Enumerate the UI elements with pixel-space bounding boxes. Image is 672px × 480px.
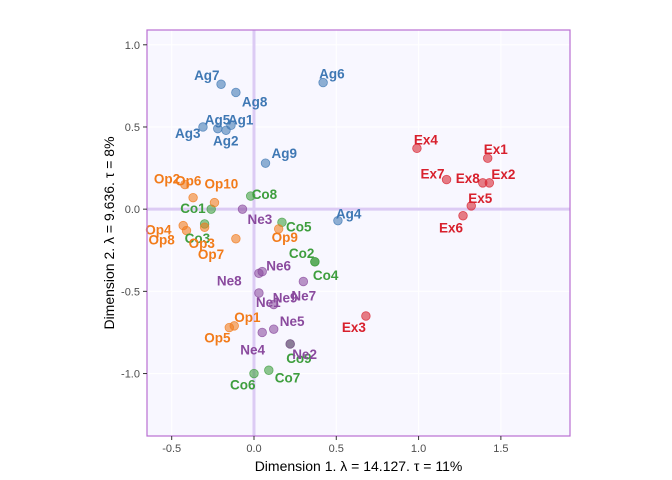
point-label-co3: Co3	[185, 231, 211, 246]
plot-panel	[147, 30, 570, 436]
point-label-ag3: Ag3	[175, 126, 201, 141]
point-label-ag8: Ag8	[242, 94, 268, 109]
point-label-co4: Co4	[313, 268, 339, 283]
point-label-op5: Op5	[204, 331, 231, 346]
point-op2	[180, 179, 190, 190]
y-axis: -1.0 -0.5 0.0 0.5 1.0	[121, 40, 147, 381]
point-ne8	[254, 268, 264, 278]
point-label-co8: Co8	[252, 187, 278, 202]
x-tick-label-3: 1.0	[411, 443, 426, 455]
reference-lines	[147, 30, 570, 436]
y-tick-label-0: -1.0	[121, 369, 140, 381]
x-tick-label-2: 0.5	[329, 443, 344, 455]
point-ag9	[260, 158, 271, 168]
point-co6	[249, 368, 259, 379]
point-label-co9: Co9	[286, 351, 312, 366]
point-ex7	[441, 174, 452, 185]
point-label-op9: Op9	[272, 230, 298, 245]
point-ag6	[318, 77, 328, 88]
point-label-ag4: Ag4	[336, 207, 362, 222]
point-label-ex2: Ex2	[491, 167, 515, 182]
point-co4	[310, 257, 320, 267]
point-label-co2: Co2	[289, 246, 315, 261]
point-label-co6: Co6	[230, 378, 256, 393]
point-co8	[245, 191, 256, 201]
point-label-op8: Op8	[149, 233, 176, 248]
point-label-ex5: Ex5	[468, 191, 493, 206]
point-ex8	[478, 178, 488, 188]
point-label-ex6: Ex6	[439, 221, 464, 236]
point-label-ag6: Ag6	[319, 67, 345, 82]
point-label-ag1: Ag1	[228, 112, 254, 127]
data-points	[178, 77, 495, 379]
point-op8	[181, 225, 192, 236]
point-op7	[231, 234, 241, 244]
point-label-op4: Op4	[145, 223, 172, 238]
point-label-co7: Co7	[275, 370, 301, 385]
point-ne4	[257, 327, 267, 338]
y-tick-label-2: 0.0	[125, 204, 140, 216]
point-label-ag2: Ag2	[213, 133, 239, 148]
point-label-op6: Op6	[175, 174, 202, 189]
y-tick-label-1: -0.5	[121, 286, 140, 298]
point-ag7	[216, 79, 226, 89]
point-ne1	[254, 288, 264, 298]
point-ne3	[237, 204, 248, 214]
point-label-ne9: Ne9	[273, 291, 298, 306]
point-label-op3: Op3	[189, 236, 216, 251]
y-tick-label-3: 0.5	[125, 122, 140, 134]
point-label-ne2: Ne2	[292, 347, 317, 362]
point-ag5	[213, 123, 223, 134]
point-ag3	[198, 122, 208, 132]
point-label-ne1: Ne1	[256, 295, 281, 310]
x-tick-label-0: -0.5	[162, 443, 181, 455]
point-label-ag9: Ag9	[272, 146, 298, 161]
point-label-ne3: Ne3	[247, 212, 272, 227]
point-label-ag7: Ag7	[194, 68, 220, 83]
point-label-ex7: Ex7	[421, 167, 445, 182]
point-ex5	[466, 201, 476, 211]
point-ex3	[361, 311, 371, 321]
point-label-ex1: Ex1	[484, 142, 509, 157]
point-label-ne8: Ne8	[217, 273, 242, 288]
point-ag8	[231, 87, 241, 98]
point-labels: Ag1 Ag2 Ag3 Ag4 Ag5 Ag6 Ag7 Ag8 Ag9 Co1 Co2 Co3 Co4 C…	[145, 67, 515, 393]
x-tick-label-4: 1.5	[493, 443, 508, 455]
x-axis: -0.5 0.0 0.5 1.0 1.5	[162, 436, 509, 455]
point-label-ag5: Ag5	[205, 113, 231, 128]
point-label-ex3: Ex3	[342, 320, 367, 335]
point-co7	[264, 365, 274, 375]
point-ex4	[412, 143, 422, 154]
point-ag4	[333, 215, 343, 226]
point-ex6	[458, 211, 468, 221]
point-label-co5: Co5	[286, 219, 312, 234]
point-label-ne5: Ne5	[280, 314, 305, 329]
point-label-op2: Op2	[154, 172, 180, 187]
point-label-ne6: Ne6	[266, 259, 291, 274]
point-ne2	[285, 339, 295, 349]
point-ne9	[269, 299, 279, 310]
point-op10	[209, 197, 220, 208]
point-label-co1: Co1	[180, 201, 206, 216]
point-label-ex8: Ex8	[456, 171, 481, 186]
point-label-op10: Op10	[204, 177, 238, 192]
point-label-op1: Op1	[234, 310, 261, 325]
point-ne5	[269, 324, 279, 334]
point-label-op7: Op7	[198, 247, 224, 262]
point-ne7	[298, 276, 309, 287]
x-tick-label-1: 0.0	[246, 443, 261, 455]
point-op6	[188, 192, 198, 203]
point-label-ne4: Ne4	[240, 342, 265, 357]
x-axis-title: Dimension 1. λ = 14.127. τ = 11%	[255, 458, 463, 474]
plot-panel-border	[146, 29, 571, 437]
point-op3	[199, 222, 210, 232]
point-op5	[224, 322, 234, 333]
point-label-ex4: Ex4	[414, 132, 439, 147]
point-op9	[273, 224, 284, 234]
y-axis-title: Dimension 2. λ = 9.636. τ = 8%	[101, 136, 117, 329]
point-label-ne7: Ne7	[291, 288, 316, 303]
y-tick-label-4: 1.0	[125, 40, 140, 52]
point-ex1	[483, 153, 493, 163]
